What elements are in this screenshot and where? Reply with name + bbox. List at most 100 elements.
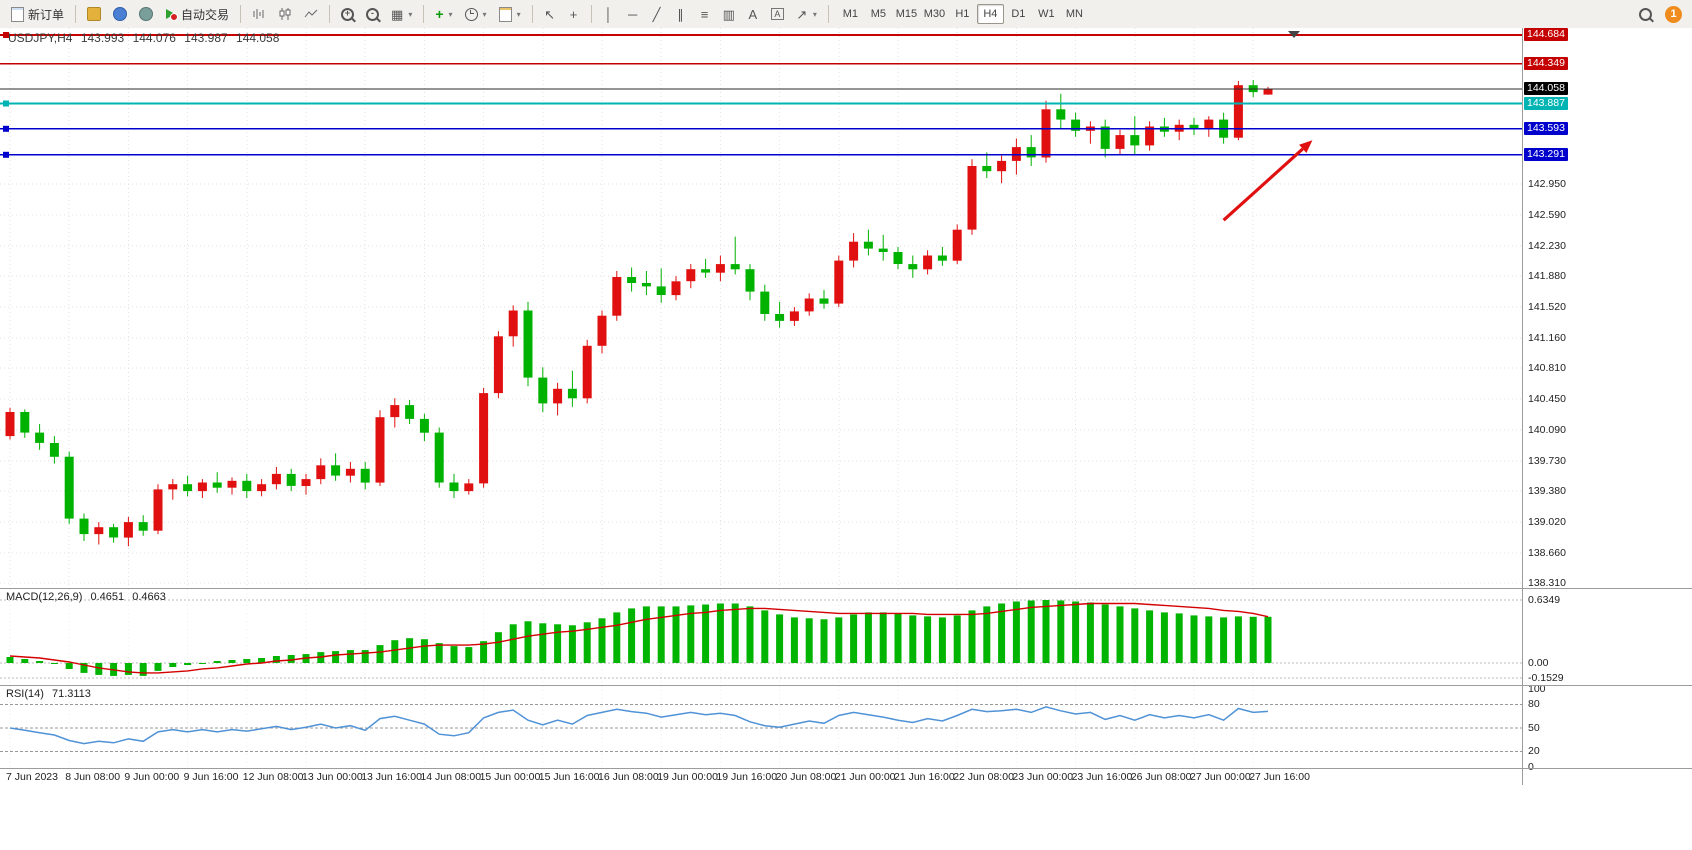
indicators-button[interactable]: + ▾ (430, 3, 457, 25)
trendline-button[interactable]: ╱ (646, 3, 668, 25)
fibonacci-button[interactable]: ≡ (694, 3, 716, 25)
chart-shift-marker (1288, 31, 1300, 38)
timeframe-h4-button[interactable]: H4 (976, 4, 1004, 24)
panel-divider[interactable] (0, 588, 1692, 589)
price-tag: 144.058 (1524, 81, 1568, 95)
price-tag: 143.291 (1524, 147, 1568, 161)
time-label: 19 Jun 00:00 (657, 771, 718, 783)
toolbar-separator (240, 5, 242, 23)
template-icon (498, 6, 512, 22)
bar-chart-button[interactable] (247, 3, 271, 25)
tile-windows-icon: ▦ (391, 6, 404, 22)
price-label: 80 (1528, 698, 1540, 711)
line-chart-button[interactable] (299, 3, 323, 25)
time-label: 13 Jun 00:00 (302, 771, 363, 783)
time-label: 27 Jun 16:00 (1249, 771, 1310, 783)
crosshair-button[interactable]: + (563, 3, 585, 25)
macd-panel[interactable] (0, 589, 1522, 685)
macd-signal-value: 0.4663 (132, 591, 166, 603)
price-axis[interactable]: 142.950 142.590 142.230 141.880 141.520 141.1… (1522, 28, 1692, 785)
timeframe-toolbar: M1 M5 M15 M30 H1 H4 D1 W1 MN (837, 4, 1088, 24)
zoom-out-icon: - (366, 7, 380, 21)
new-order-button[interactable]: 新订单 (6, 3, 69, 25)
autotrading-button[interactable]: 自动交易 (160, 3, 234, 25)
line-chart-icon (304, 9, 318, 18)
chevron-down-icon: ▾ (516, 9, 521, 19)
timeframe-mn-button[interactable]: MN (1061, 4, 1088, 24)
price-label: -0.1529 (1528, 671, 1564, 684)
periods-button[interactable]: ▾ (460, 3, 492, 25)
search-button[interactable] (1634, 3, 1657, 25)
timeframe-d1-button[interactable]: D1 (1005, 4, 1032, 24)
new-order-icon (11, 6, 24, 22)
new-order-label: 新订单 (28, 7, 65, 22)
time-label: 27 Jun 00:00 (1190, 771, 1251, 783)
horizontal-line-button[interactable]: ─ (622, 3, 644, 25)
text-icon: A (748, 6, 758, 22)
toolbar-separator (75, 5, 77, 23)
symbol-period: USDJPY,H4 (8, 31, 73, 45)
cursor-button[interactable]: ↖ (539, 3, 561, 25)
notification-badge[interactable]: 1 (1665, 5, 1682, 23)
price-label: 0 (1528, 760, 1534, 773)
price-label: 138.310 (1528, 576, 1566, 589)
text-button[interactable]: A (742, 3, 764, 25)
toolbar-right-group: 1 (1634, 3, 1686, 25)
trendline-icon: ╱ (652, 6, 661, 22)
price-label: 140.450 (1528, 392, 1566, 405)
annotation-arrow-head (1299, 140, 1313, 153)
vertical-line-button[interactable]: │ (598, 3, 620, 25)
timeframe-m5-button[interactable]: M5 (865, 4, 892, 24)
time-label: 15 Jun 16:00 (538, 771, 600, 783)
channel-button[interactable]: ∥ (670, 3, 692, 25)
cycle-lines-button[interactable]: ▥ (718, 3, 740, 25)
support-button[interactable] (134, 3, 158, 25)
community-icon (113, 7, 128, 21)
clock-icon (464, 7, 478, 21)
time-label: 16 Jun 08:00 (598, 771, 659, 783)
time-label: 26 Jun 08:00 (1130, 771, 1192, 783)
zoom-in-icon: + (341, 7, 355, 21)
rsi-value: 71.3113 (51, 688, 91, 700)
chevron-down-icon: ▾ (448, 9, 453, 19)
timeframe-w1-button[interactable]: W1 (1033, 4, 1060, 24)
crosshair-icon: + (569, 6, 578, 22)
text-label-button[interactable]: A (766, 3, 789, 25)
autotrading-label: 自动交易 (181, 7, 230, 22)
price-label: 142.950 (1528, 177, 1566, 190)
price-label: 0.00 (1528, 656, 1549, 669)
timeframe-m1-button[interactable]: M1 (837, 4, 864, 24)
timeframe-h1-button[interactable]: H1 (949, 4, 976, 24)
panel-divider[interactable] (0, 685, 1692, 686)
support-icon (139, 7, 154, 21)
chart-header: USDJPY,H4 143.993 144.076 143.987 144.05… (8, 31, 284, 45)
timeframe-m30-button[interactable]: M30 (921, 4, 948, 24)
time-axis[interactable]: 7 Jun 2023 8 Jun 08:00 9 Jun 00:00 9 Jun 16… (0, 769, 1522, 785)
price-label: 139.020 (1528, 515, 1566, 528)
price-label: 141.880 (1528, 269, 1566, 282)
tile-windows-button[interactable]: ▦ ▾ (386, 3, 417, 25)
toolbar-separator (329, 5, 331, 23)
arrows-button[interactable]: ↗ ▾ (791, 3, 822, 25)
text-label-icon: A (770, 8, 784, 20)
toolbar-separator (423, 5, 425, 23)
price-label: 138.660 (1528, 546, 1566, 559)
zoom-out-button[interactable]: - (361, 3, 384, 25)
community-button[interactable] (108, 3, 132, 25)
candlestick-chart-button[interactable] (273, 3, 297, 25)
templates-button[interactable]: ▾ (494, 3, 526, 25)
panel-divider (0, 768, 1692, 769)
time-label: 15 Jun 00:00 (479, 771, 541, 783)
price-label: 142.590 (1528, 208, 1566, 221)
zoom-in-button[interactable]: + (336, 3, 359, 25)
ohlc-high: 144.076 (132, 31, 176, 45)
price-label: 20 (1528, 744, 1540, 757)
price-tag: 143.887 (1524, 96, 1568, 110)
rsi-panel[interactable] (0, 686, 1522, 768)
timeframe-m15-button[interactable]: M15 (893, 4, 920, 24)
metaeditor-button[interactable] (82, 3, 106, 25)
time-label: 7 Jun 2023 (6, 771, 58, 783)
time-label: 23 Jun 16:00 (1071, 771, 1133, 783)
price-label: 140.090 (1528, 423, 1566, 436)
candlestick-chart[interactable] (0, 28, 1522, 589)
